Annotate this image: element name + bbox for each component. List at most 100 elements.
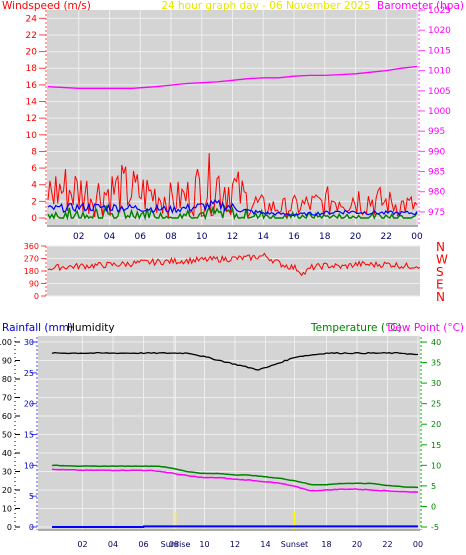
time-tick-label: 12 (227, 232, 238, 242)
dewpoint-line (51, 468, 419, 494)
time-tick-label: 18 (321, 540, 331, 549)
humidity-axis: 0 10 20 30 40 50 60 70 80 90 100 (0, 337, 20, 532)
rainfall-tick-label: 15 (24, 431, 34, 440)
temperature-axis: -5 0 5 10 15 20 25 30 35 40 (420, 337, 441, 532)
windspeed-tick-label: 10 (26, 131, 38, 141)
time-tick-label: 22 (381, 232, 392, 242)
humidity-tick-label: 40 (2, 449, 12, 458)
windspeed-tick-label: 4 (31, 181, 37, 191)
temperature-tick-label: 25 (431, 400, 441, 409)
temperature-tick-label: 5 (431, 482, 436, 491)
windspeed-tick-label: 24 (26, 14, 38, 24)
time-tick-label: 10 (196, 232, 208, 242)
direction-tick-label: 270 (24, 255, 39, 264)
time-tick-label: Sunset (281, 540, 308, 549)
time-tick-label: 00 (413, 540, 423, 549)
humidity-axis-label: Humidity (67, 322, 115, 334)
time-tick-label: 02 (73, 232, 84, 242)
time-tick-label: 02 (77, 540, 87, 549)
weather-plot-area (38, 336, 420, 529)
humidity-tick-label: 80 (2, 375, 12, 384)
humidity-tick-label: 70 (2, 394, 12, 403)
humidity-tick-label: 60 (2, 412, 12, 421)
time-tick-label: 22 (382, 540, 392, 549)
average-line (47, 198, 418, 217)
barometer-tick-label: 1010 (428, 67, 451, 77)
humidity-tick-label: 10 (2, 505, 12, 514)
rain-humidity-temperature-panel: 0 5 10 15 20 25 30 0 10 20 30 40 50 60 70 80 90 100 -5 0 5… (0, 322, 464, 549)
time-tick-label: 08 (165, 232, 177, 242)
time-tick-label: 12 (230, 540, 240, 549)
windspeed-tick-label: 0 (31, 214, 37, 224)
dewpoint-axis-label: Dew Point (°C) (387, 322, 464, 334)
rainfall-tick-label: 20 (24, 400, 34, 409)
time-tick-label: 06 (135, 232, 147, 242)
time-tick-label: 20 (350, 232, 362, 242)
wind-series (47, 65, 418, 221)
direction-series (47, 252, 421, 277)
compass-label: W (436, 253, 448, 267)
barometer-axis-label: Barometer (hpa) (377, 0, 464, 12)
barometer-tick-label: 975 (428, 208, 445, 218)
humidity-tick-label: 50 (2, 431, 12, 440)
barometer-tick-label: 1000 (428, 107, 451, 117)
direction-tick-label: 180 (24, 267, 39, 276)
humidity-tick-label: 0 (7, 523, 12, 532)
barometer-tick-label: 985 (428, 168, 445, 178)
weather-series (51, 351, 419, 528)
humidity-tick-label: 90 (2, 357, 12, 366)
barometer-line (47, 65, 418, 89)
time-tick-label: 04 (104, 232, 116, 242)
temperature-tick-label: 35 (431, 359, 441, 368)
time-tick-label: 08 (169, 540, 179, 549)
direction-tick-label: 90 (29, 280, 39, 289)
barometer-tick-label: 990 (428, 147, 445, 157)
humidity-tick-label: 20 (2, 486, 12, 495)
compass-label: N (436, 290, 445, 304)
windspeed-axis-label: Windspeed (m/s) (2, 0, 91, 12)
barometer-tick-label: 980 (428, 188, 445, 198)
rainfall-line (52, 525, 418, 528)
windspeed-tick-label: 22 (26, 31, 37, 41)
time-tick-label: 16 (288, 232, 300, 242)
windspeed-tick-label: 14 (26, 98, 38, 108)
time-tick-label: 18 (319, 232, 331, 242)
barometer-tick-label: 1005 (428, 87, 451, 97)
rainfall-tick-label: 30 (24, 338, 34, 347)
barometer-tick-label: 1020 (428, 26, 451, 36)
humidity-tick-label: 30 (2, 468, 12, 477)
time-tick-label: Sunrise (161, 540, 191, 549)
direction-tick-label: 360 (24, 242, 39, 251)
barometer-axis: 975 980 985 990 995 1000 1005 1010 1015 1020 1025 (418, 6, 451, 226)
rainfall-tick-label: 10 (24, 461, 34, 470)
windspeed-tick-label: 2 (31, 197, 37, 207)
time-tick-label: 04 (108, 540, 118, 549)
temperature-tick-label: 0 (431, 502, 436, 511)
wind-grid (47, 10, 418, 225)
barometer-tick-label: 995 (428, 127, 445, 137)
temperature-tick-label: 10 (431, 461, 441, 470)
barometer-tick-label: 1015 (428, 46, 451, 56)
compass-label: S (436, 265, 444, 279)
rainfall-tick-label: 5 (29, 492, 34, 501)
time-tick-label: 06 (138, 540, 148, 549)
direction-axis: 0 90 180 270 360 (24, 242, 47, 301)
wind-x-axis: 02 04 06 08 10 12 14 16 18 20 22 00 (47, 225, 423, 242)
temperature-tick-label: 40 (431, 338, 441, 347)
rainfall-tick-label: 0 (29, 523, 34, 532)
barometer-tick-label: 1025 (428, 6, 451, 16)
humidity-line (51, 351, 418, 371)
rainfall-axis: 0 5 10 15 20 25 30 (24, 337, 38, 532)
humidity-tick-label: 100 (0, 338, 12, 347)
time-tick-label: 14 (260, 540, 270, 549)
time-tick-label: 14 (258, 232, 270, 242)
windspeed-tick-label: 16 (26, 81, 38, 91)
time-tick-label: 10 (199, 540, 209, 549)
windspeed-tick-label: 6 (31, 164, 37, 174)
direction-grid (47, 245, 420, 297)
